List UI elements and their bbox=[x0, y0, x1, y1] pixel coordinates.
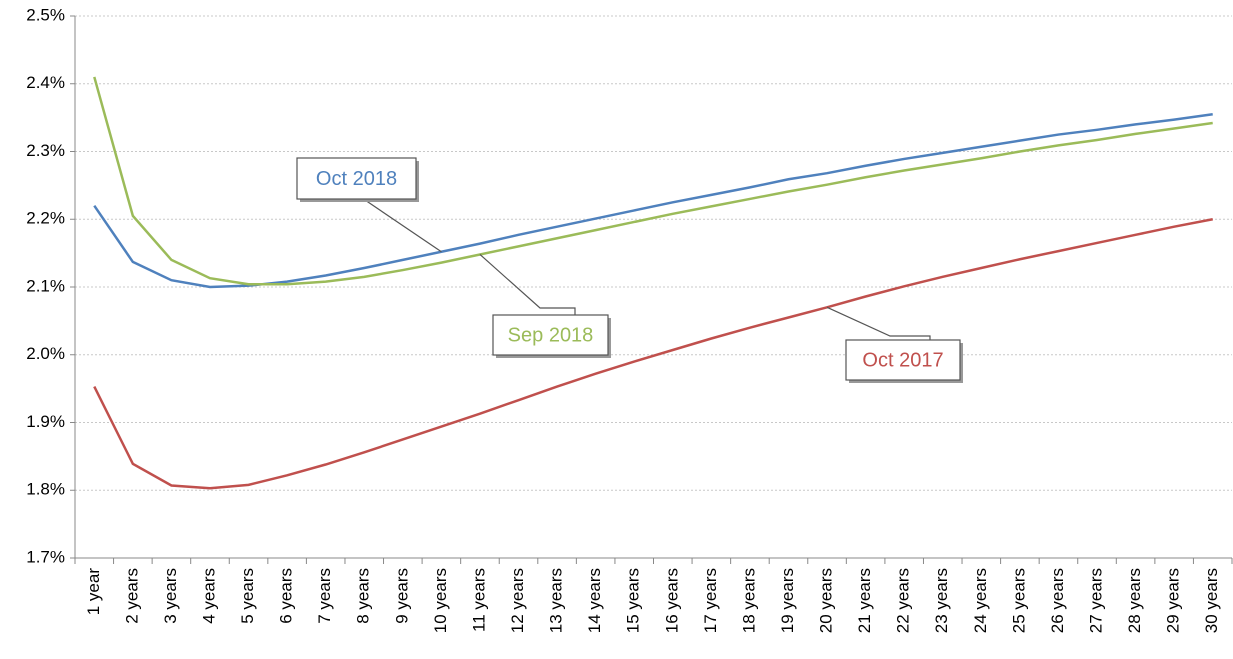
x-tick-label: 28 years bbox=[1125, 568, 1144, 633]
y-tick-label: 1.9% bbox=[26, 412, 65, 431]
y-tick-label: 1.7% bbox=[26, 547, 65, 566]
y-tick-label: 2.0% bbox=[26, 344, 65, 363]
x-tick-label: 22 years bbox=[894, 568, 913, 633]
y-tick-label: 2.2% bbox=[26, 209, 65, 228]
x-tick-label: 20 years bbox=[817, 568, 836, 633]
y-tick-label: 2.4% bbox=[26, 73, 65, 92]
x-tick-label: 21 years bbox=[855, 568, 874, 633]
line-series bbox=[93, 76, 1213, 286]
callout-box bbox=[492, 314, 609, 356]
callout-box bbox=[845, 339, 961, 381]
x-tick-label: 6 years bbox=[277, 568, 296, 624]
x-tick-label: 14 years bbox=[585, 568, 604, 633]
x-tick-label: 30 years bbox=[1202, 568, 1221, 633]
x-tick-label: 4 years bbox=[199, 568, 218, 624]
x-tick-label: 5 years bbox=[238, 568, 257, 624]
y-tick-label: 2.3% bbox=[26, 141, 65, 160]
x-tick-label: 3 years bbox=[161, 568, 180, 624]
x-tick-label: 11 years bbox=[469, 568, 488, 632]
line-series bbox=[93, 218, 1213, 490]
callout-label: Sep 2018 bbox=[508, 324, 594, 346]
callout-leader bbox=[479, 254, 576, 315]
callout-label: Oct 2018 bbox=[316, 168, 397, 190]
x-tick-label: 16 years bbox=[662, 568, 681, 633]
y-tick-label: 2.1% bbox=[26, 276, 65, 295]
x-tick-label: 9 years bbox=[392, 568, 411, 624]
x-tick-label: 18 years bbox=[739, 568, 758, 633]
x-tick-label: 7 years bbox=[315, 568, 334, 624]
x-tick-label: 8 years bbox=[354, 568, 373, 624]
x-tick-label: 12 years bbox=[508, 568, 527, 633]
x-tick-label: 27 years bbox=[1087, 568, 1106, 633]
y-tick-label: 2.5% bbox=[26, 5, 65, 24]
x-tick-label: 26 years bbox=[1048, 568, 1067, 633]
callout-box bbox=[296, 157, 417, 200]
x-tick-label: 13 years bbox=[547, 568, 566, 633]
x-tick-label: 1 year bbox=[84, 568, 103, 616]
x-tick-label: 2 years bbox=[122, 568, 141, 624]
callout-leader bbox=[826, 306, 931, 340]
callout-label: Oct 2017 bbox=[862, 349, 943, 371]
x-tick-label: 10 years bbox=[431, 568, 450, 633]
x-tick-label: 29 years bbox=[1164, 568, 1183, 633]
x-tick-label: 23 years bbox=[932, 568, 951, 633]
x-tick-label: 17 years bbox=[701, 568, 720, 633]
x-tick-label: 25 years bbox=[1009, 568, 1028, 633]
x-tick-label: 15 years bbox=[624, 568, 643, 633]
x-tick-label: 19 years bbox=[778, 568, 797, 633]
x-tick-label: 24 years bbox=[971, 568, 990, 633]
line-series bbox=[93, 113, 1213, 289]
callout-leader bbox=[360, 199, 442, 253]
y-tick-label: 1.8% bbox=[26, 480, 65, 499]
